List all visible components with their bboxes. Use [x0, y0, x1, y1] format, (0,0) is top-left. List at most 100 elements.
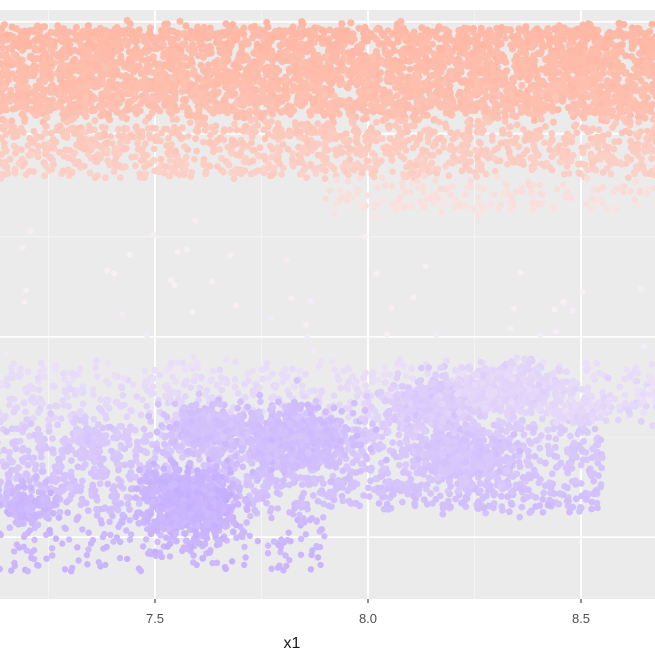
data-point — [533, 25, 541, 33]
data-point — [315, 140, 322, 148]
data-point — [529, 137, 536, 144]
data-point — [513, 90, 521, 98]
data-point — [466, 167, 473, 174]
data-point — [43, 123, 50, 130]
data-point — [288, 295, 295, 302]
data-point — [629, 96, 637, 104]
data-point — [496, 205, 503, 213]
data-point — [104, 158, 112, 166]
data-point — [510, 98, 518, 106]
data-point — [132, 123, 140, 131]
data-point — [19, 244, 26, 251]
data-point — [441, 120, 449, 128]
data-point — [611, 30, 619, 38]
data-point — [482, 93, 490, 101]
data-point — [91, 94, 99, 103]
data-point — [166, 27, 174, 35]
data-point — [171, 91, 179, 99]
data-point — [537, 190, 544, 197]
data-point — [163, 20, 171, 28]
data-point — [443, 33, 452, 41]
data-point — [424, 138, 432, 146]
data-point — [397, 153, 405, 160]
data-point — [358, 78, 366, 86]
data-point — [45, 39, 54, 47]
data-point — [648, 145, 655, 153]
data-point — [249, 157, 257, 165]
data-point — [241, 154, 249, 162]
data-point — [361, 233, 368, 240]
data-point — [114, 88, 123, 96]
data-point — [633, 62, 642, 70]
data-point — [149, 53, 157, 61]
data-point — [608, 153, 616, 161]
data-point — [434, 135, 442, 143]
data-point — [474, 193, 482, 200]
data-point — [612, 70, 620, 78]
data-point — [213, 89, 221, 97]
data-point — [41, 77, 49, 85]
data-point — [461, 79, 470, 87]
data-point — [353, 149, 361, 157]
data-point — [543, 94, 551, 102]
data-point — [375, 69, 383, 77]
data-point — [162, 163, 169, 170]
data-point — [30, 69, 38, 77]
data-point — [250, 27, 258, 35]
data-point — [137, 157, 145, 165]
data-point — [129, 381, 137, 388]
data-point — [49, 144, 56, 152]
data-point — [605, 130, 612, 138]
data-point — [197, 84, 205, 92]
data-point — [97, 396, 104, 403]
data-point — [365, 88, 373, 96]
data-point — [419, 146, 426, 154]
data-point — [494, 173, 501, 180]
data-point — [142, 87, 150, 96]
data-point — [81, 63, 89, 71]
data-point — [296, 154, 304, 162]
data-point — [316, 84, 324, 92]
data-point — [59, 167, 67, 175]
data-point — [207, 123, 215, 131]
data-point — [434, 165, 442, 173]
data-point — [135, 26, 143, 34]
data-point — [113, 66, 121, 74]
data-point — [435, 84, 443, 92]
data-point — [636, 49, 644, 58]
data-point — [143, 332, 150, 339]
data-point — [358, 70, 366, 78]
data-point — [110, 168, 118, 175]
data-point — [428, 72, 436, 80]
data-point — [501, 118, 509, 125]
data-point — [413, 99, 421, 107]
data-point — [284, 56, 292, 65]
data-point — [18, 95, 27, 103]
data-point — [580, 40, 589, 48]
data-point — [123, 41, 131, 50]
data-point — [368, 67, 376, 75]
data-point — [634, 133, 642, 141]
data-point — [604, 206, 611, 213]
data-point — [388, 182, 396, 190]
data-point — [311, 97, 319, 105]
data-point — [187, 173, 195, 181]
data-point — [204, 75, 212, 83]
data-point — [565, 40, 573, 48]
data-point — [52, 402, 59, 410]
data-point — [207, 132, 214, 139]
data-point — [381, 379, 389, 386]
data-point — [445, 103, 453, 111]
data-point — [191, 155, 198, 163]
data-point — [223, 71, 231, 79]
data-point — [144, 124, 152, 132]
data-point — [509, 77, 518, 85]
data-point — [361, 37, 369, 45]
points-layer — [0, 16, 655, 575]
data-point — [509, 156, 517, 164]
data-point — [497, 139, 505, 147]
data-point — [102, 174, 109, 182]
data-point — [638, 86, 646, 95]
data-point — [517, 269, 524, 276]
data-point — [229, 83, 237, 91]
